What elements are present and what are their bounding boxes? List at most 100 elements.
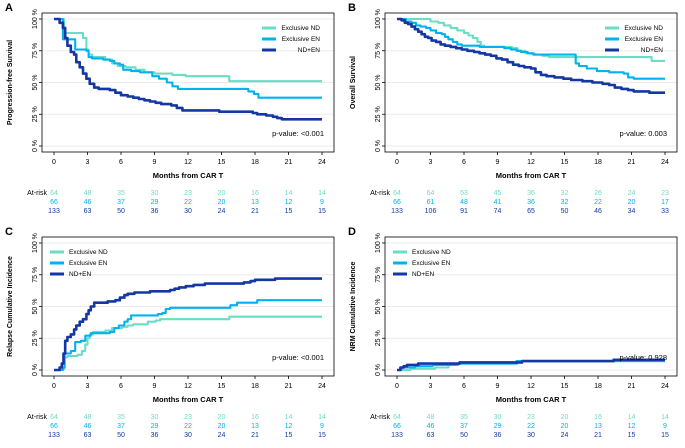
x-tick-label: 0 — [395, 383, 399, 390]
at-risk-value: 32 — [561, 199, 569, 206]
at-risk-value: 20 — [218, 190, 226, 197]
x-tick-label: 9 — [496, 383, 500, 390]
at-risk-label: At-risk — [27, 414, 47, 421]
y-tick-label: 25 % — [32, 106, 39, 122]
at-risk-value: 30 — [151, 414, 159, 421]
at-risk-value: 30 — [151, 190, 159, 197]
x-tick-label: 3 — [429, 159, 433, 166]
at-risk-value: 20 — [218, 423, 226, 430]
x-tick-label: 12 — [527, 383, 535, 390]
at-risk-value: 34 — [628, 208, 636, 215]
at-risk-value: 23 — [184, 414, 192, 421]
y-axis-title: NRM Cumulative Incidence — [350, 261, 357, 351]
y-tick-label: 100 % — [32, 9, 39, 29]
y-tick-label: 75 % — [375, 267, 382, 283]
at-risk-value: 37 — [460, 423, 468, 430]
x-axis-title: Months from CAR T — [153, 171, 224, 180]
at-risk-value: 12 — [285, 423, 293, 430]
at-risk-value: 14 — [661, 414, 669, 421]
panel-relapse-cumulative-incidence: C Relapse Cumulative Incidence 0 % 25 % 50 %… — [0, 224, 342, 448]
at-risk-value: 13 — [594, 423, 602, 430]
at-risk-value: 91 — [460, 208, 468, 215]
x-tick-label: 6 — [119, 383, 123, 390]
at-risk-value: 14 — [628, 414, 636, 421]
y-tick-label: 50 % — [375, 75, 382, 91]
y-axis-title: Progression-free Survival — [7, 40, 14, 125]
y-tick-label: 100 % — [375, 9, 382, 29]
y-tick-label: 100 % — [375, 233, 382, 253]
at-risk-value: 33 — [661, 208, 669, 215]
panel-letter: B — [348, 2, 356, 14]
at-risk-value: 64 — [393, 190, 401, 197]
at-risk-value: 23 — [661, 190, 669, 197]
series-curve-nd-en — [54, 17, 322, 121]
x-tick-label: 24 — [318, 159, 326, 166]
at-risk-value: 12 — [628, 423, 636, 430]
at-risk-value: 37 — [117, 423, 125, 430]
at-risk-value: 22 — [184, 199, 192, 206]
at-risk-value: 36 — [151, 208, 159, 215]
at-risk-value: 66 — [393, 423, 401, 430]
x-axis-title: Months from CAR T — [496, 171, 567, 180]
at-risk-value: 29 — [494, 423, 502, 430]
x-tick-label: 15 — [561, 159, 569, 166]
panel-nrm-cumulative-incidence: D NRM Cumulative Incidence 0 % 25 % 50 % 75 %… — [343, 224, 685, 448]
at-risk-value: 14 — [318, 190, 326, 197]
x-tick-label: 6 — [462, 159, 466, 166]
at-risk-value: 46 — [84, 199, 92, 206]
at-risk-value: 63 — [84, 432, 92, 439]
at-risk-value: 30 — [527, 432, 535, 439]
x-axis-title: Months from CAR T — [153, 395, 224, 404]
at-risk-value: 16 — [594, 414, 602, 421]
at-risk-value: 50 — [460, 432, 468, 439]
series-curve-exclusive-nd — [54, 315, 322, 372]
x-tick-label: 24 — [661, 159, 669, 166]
at-risk-value: 14 — [285, 414, 293, 421]
at-risk-value: 24 — [218, 208, 226, 215]
x-tick-label: 24 — [318, 383, 326, 390]
at-risk-value: 53 — [460, 190, 468, 197]
at-risk-value: 50 — [117, 208, 125, 215]
at-risk-value: 26 — [594, 190, 602, 197]
chart-D: D NRM Cumulative Incidence 0 % 25 % 50 % 75 %… — [348, 226, 678, 439]
at-risk-value: 64 — [427, 190, 435, 197]
at-risk-value: 64 — [50, 190, 58, 197]
x-tick-label: 6 — [119, 159, 123, 166]
x-tick-label: 6 — [462, 383, 466, 390]
legend-label: Exclusive EN — [625, 36, 664, 43]
y-tick-label: 0 % — [375, 140, 382, 152]
at-risk-value: 17 — [661, 199, 669, 206]
at-risk-value: 9 — [663, 423, 667, 430]
at-risk-value: 20 — [628, 199, 636, 206]
x-tick-label: 3 — [86, 383, 90, 390]
at-risk-value: 23 — [184, 190, 192, 197]
y-tick-label: 25 % — [375, 106, 382, 122]
at-risk-value: 66 — [50, 199, 58, 206]
at-risk-value: 21 — [594, 432, 602, 439]
at-risk-value: 24 — [561, 432, 569, 439]
legend-label: Exclusive EN — [282, 36, 321, 43]
at-risk-value: 48 — [84, 190, 92, 197]
at-risk-value: 24 — [628, 190, 636, 197]
at-risk-value: 20 — [218, 199, 226, 206]
chart-C: C Relapse Cumulative Incidence 0 % 25 % 50 %… — [5, 226, 335, 439]
at-risk-value: 30 — [184, 432, 192, 439]
at-risk-value: 63 — [427, 432, 435, 439]
at-risk-value: 66 — [50, 423, 58, 430]
y-tick-label: 75 % — [375, 43, 382, 59]
at-risk-value: 133 — [48, 432, 60, 439]
at-risk-value: 48 — [427, 414, 435, 421]
y-tick-label: 0 % — [32, 364, 39, 376]
at-risk-value: 50 — [561, 208, 569, 215]
at-risk-value: 16 — [251, 190, 259, 197]
x-tick-label: 0 — [52, 383, 56, 390]
legend-label: ND+EN — [641, 47, 664, 54]
at-risk-value: 36 — [527, 190, 535, 197]
legend-label: Exclusive ND — [412, 249, 451, 256]
p-value-label: p-value: 0.928 — [619, 353, 667, 362]
series-curve-exclusive-en — [54, 299, 322, 372]
panel-letter: C — [5, 226, 13, 238]
x-tick-label: 0 — [395, 159, 399, 166]
legend-label: Exclusive EN — [412, 260, 451, 267]
x-tick-label: 21 — [628, 159, 636, 166]
